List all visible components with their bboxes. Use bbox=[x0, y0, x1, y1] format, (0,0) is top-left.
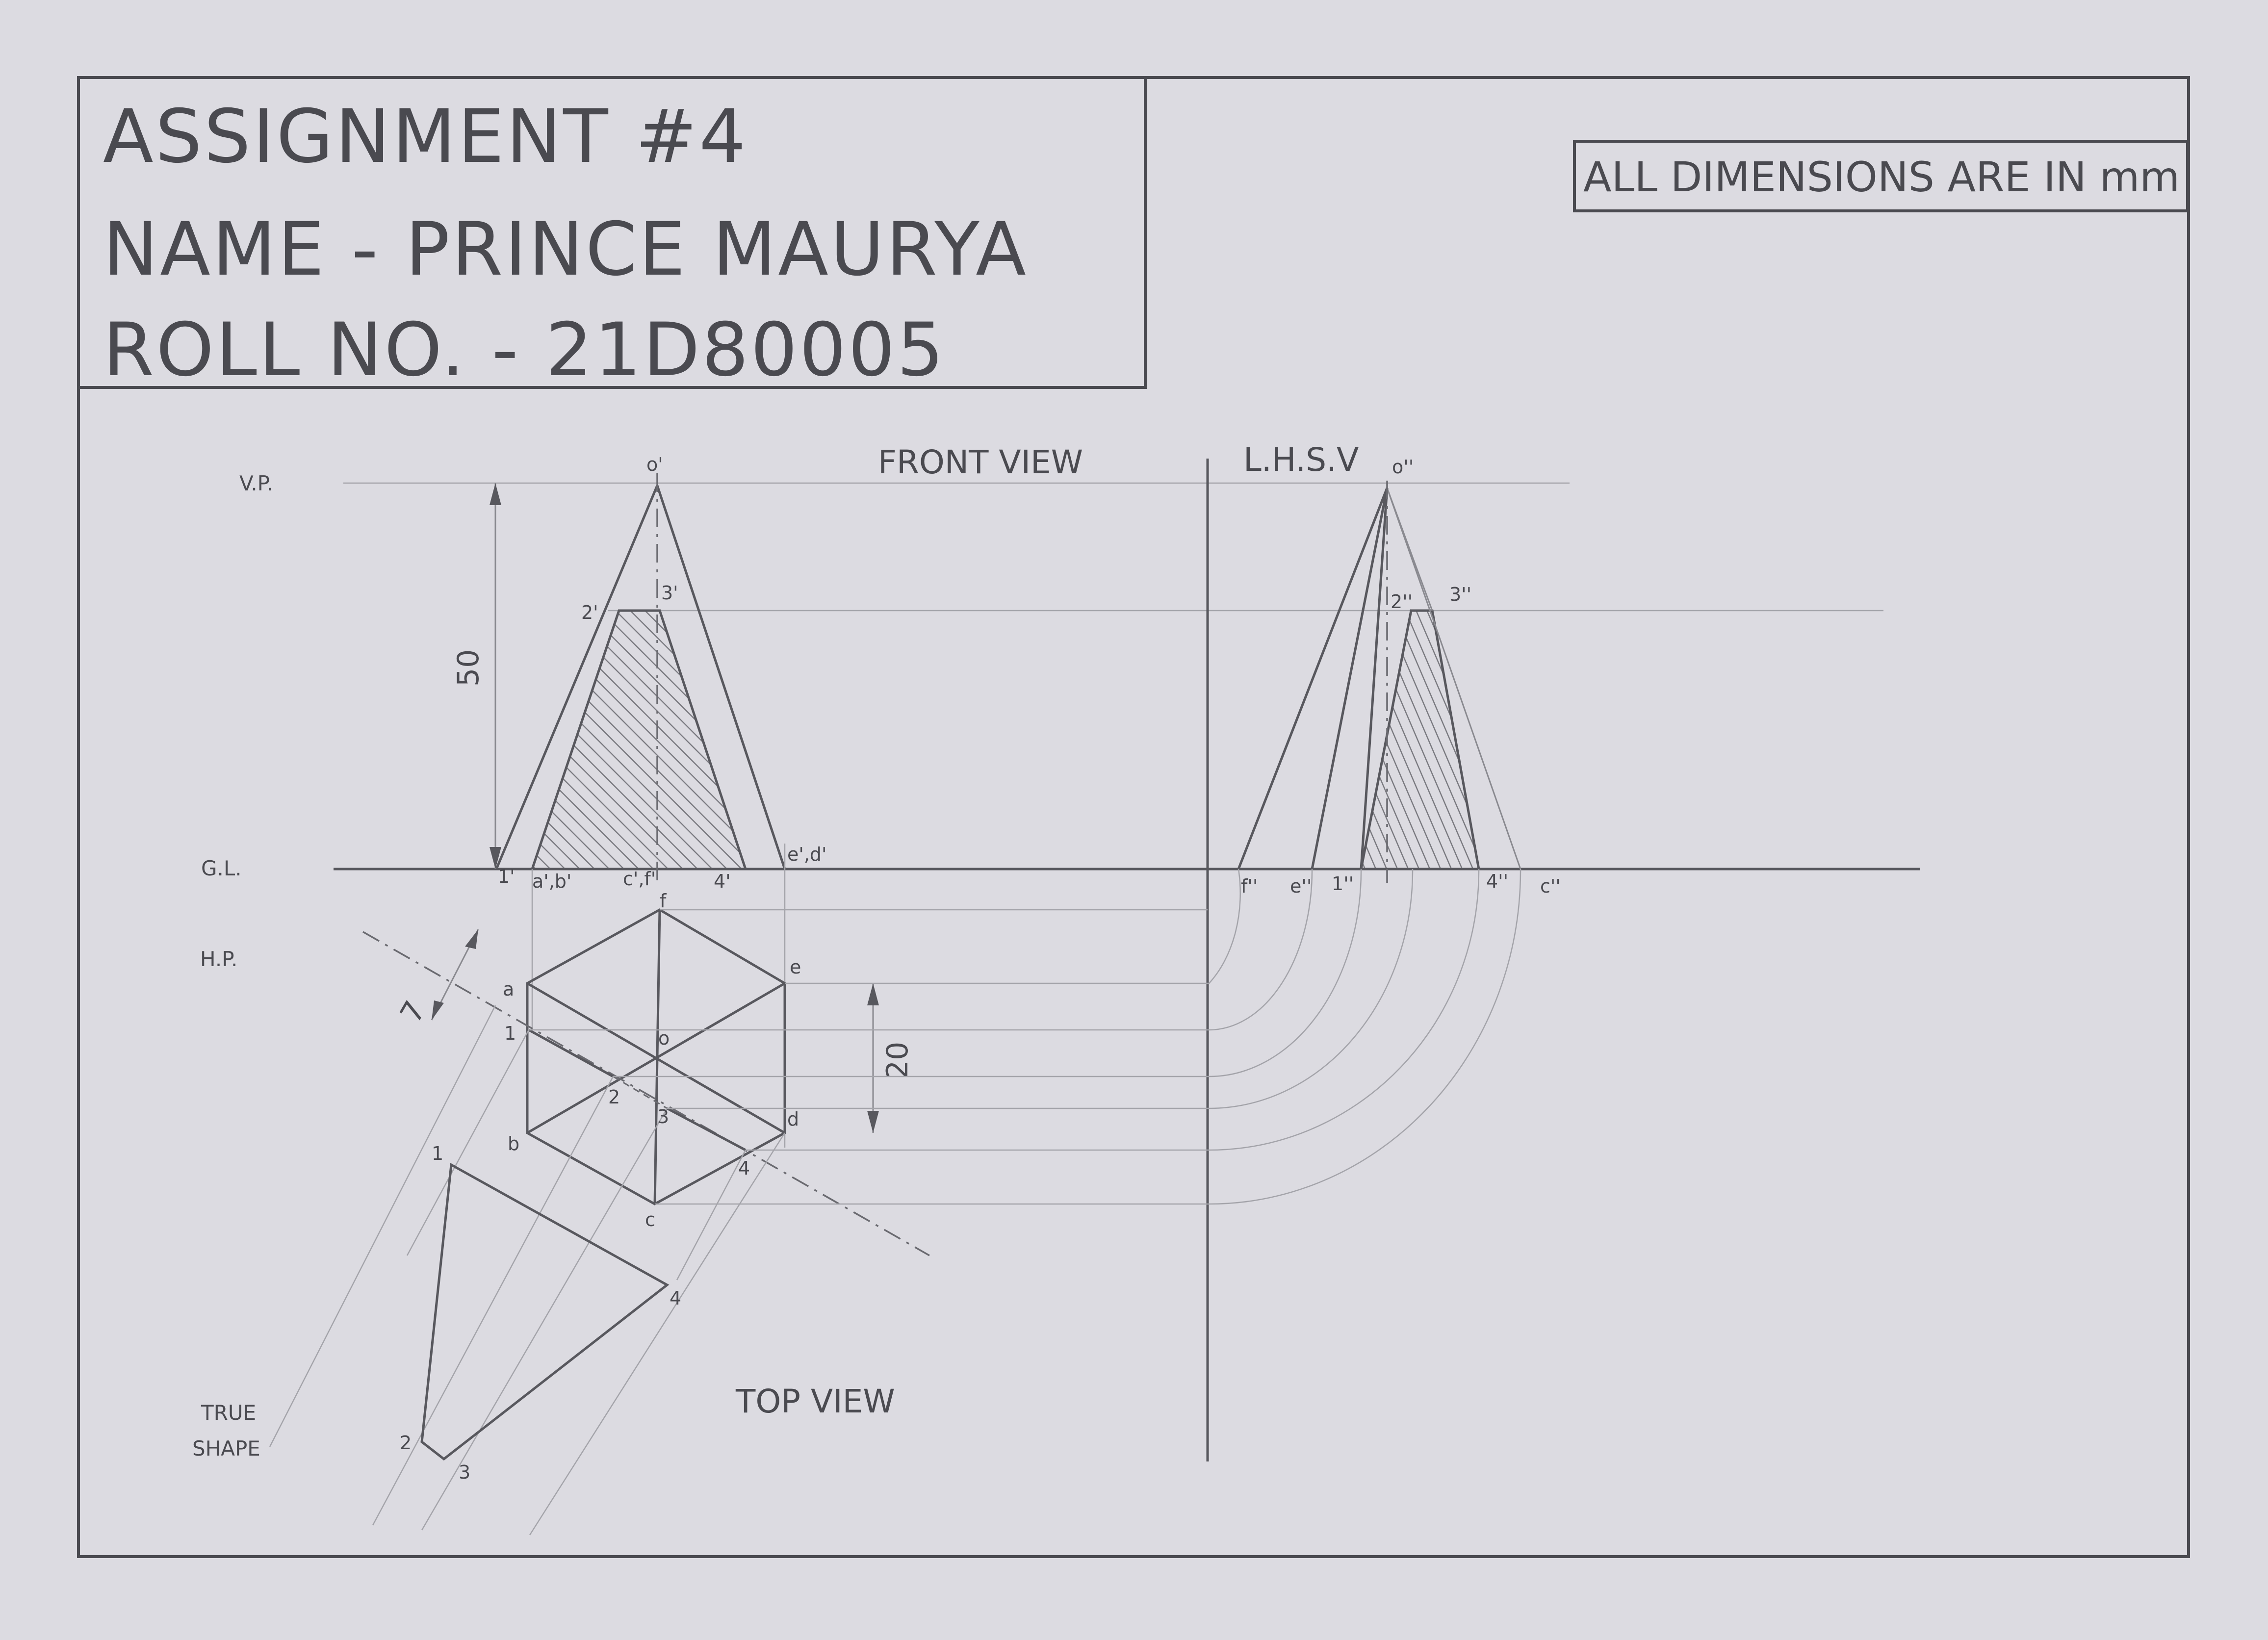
true-shape-label-2: SHAPE bbox=[192, 1436, 260, 1461]
svg-text:4: 4 bbox=[738, 1157, 750, 1179]
title-block: ASSIGNMENT #4 NAME - PRINCE MAURYA ROLL … bbox=[77, 76, 1147, 393]
svg-text:3: 3 bbox=[459, 1461, 470, 1483]
svg-text:2'': 2'' bbox=[1391, 591, 1413, 613]
svg-text:c'': c'' bbox=[1540, 875, 1561, 897]
top-view-label: TOP VIEW bbox=[735, 1383, 895, 1420]
hatch-line bbox=[532, 611, 746, 869]
hatch-line bbox=[1406, 611, 1479, 869]
hatch-line bbox=[608, 611, 746, 869]
svg-text:e: e bbox=[790, 956, 801, 978]
svg-text:1': 1' bbox=[498, 866, 515, 887]
front-view-label: FRONT VIEW bbox=[878, 443, 1083, 481]
svg-text:1: 1 bbox=[432, 1143, 443, 1164]
svg-text:2: 2 bbox=[608, 1086, 620, 1108]
svg-text:c',f': c',f' bbox=[623, 868, 656, 890]
svg-text:2': 2' bbox=[581, 602, 598, 623]
svg-text:4: 4 bbox=[670, 1287, 681, 1309]
true-shape: 1 4 2 3 bbox=[400, 1143, 681, 1483]
svg-text:50: 50 bbox=[451, 649, 486, 687]
hatch-line bbox=[532, 611, 746, 869]
svg-text:3'': 3'' bbox=[1449, 584, 1471, 605]
svg-text:1: 1 bbox=[504, 1023, 516, 1044]
title-line-1: ASSIGNMENT #4 bbox=[103, 94, 748, 179]
svg-text:e',d': e',d' bbox=[787, 844, 826, 865]
svg-text:20: 20 bbox=[880, 1042, 915, 1079]
svg-text:4': 4' bbox=[714, 871, 731, 892]
svg-text:ALL DIMENSIONS ARE IN mm: ALL DIMENSIONS ARE IN mm bbox=[1583, 153, 2180, 201]
vp-label: V.P. bbox=[239, 471, 273, 495]
hatch-line bbox=[1361, 611, 1469, 869]
svg-text:a: a bbox=[503, 978, 514, 1000]
svg-text:3': 3' bbox=[661, 582, 678, 604]
svg-text:2: 2 bbox=[400, 1432, 412, 1454]
svg-text:f: f bbox=[660, 890, 667, 912]
svg-text:a',b': a',b' bbox=[532, 871, 571, 892]
hatch-line bbox=[1361, 611, 1479, 869]
title-line-2: NAME - PRINCE MAURYA bbox=[103, 207, 1028, 292]
svg-text:o'': o'' bbox=[1392, 456, 1414, 478]
hatch-line bbox=[532, 611, 746, 869]
svg-text:c: c bbox=[645, 1209, 655, 1230]
gl-label: G.L. bbox=[201, 856, 242, 880]
svg-text:d: d bbox=[787, 1108, 799, 1130]
svg-text:o': o' bbox=[646, 454, 663, 475]
svg-text:3: 3 bbox=[657, 1106, 669, 1128]
svg-text:f'': f'' bbox=[1241, 875, 1258, 897]
true-shape-label-1: TRUE bbox=[201, 1401, 256, 1425]
lhsv-label: L.H.S.V bbox=[1243, 441, 1359, 479]
units-note: ALL DIMENSIONS ARE IN mm bbox=[1573, 140, 2189, 212]
svg-text:1'': 1'' bbox=[1332, 873, 1354, 895]
svg-text:b: b bbox=[508, 1133, 519, 1154]
svg-text:o: o bbox=[658, 1027, 670, 1049]
title-line-3: ROLL NO. - 21D80005 bbox=[103, 308, 946, 393]
hatch-line bbox=[532, 611, 746, 869]
hatch-line bbox=[593, 611, 746, 869]
svg-text:e'': e'' bbox=[1290, 875, 1312, 897]
hatch-line bbox=[578, 611, 746, 869]
hatch-line bbox=[532, 611, 746, 869]
hp-label: H.P. bbox=[200, 947, 237, 971]
svg-text:4'': 4'' bbox=[1486, 871, 1508, 892]
